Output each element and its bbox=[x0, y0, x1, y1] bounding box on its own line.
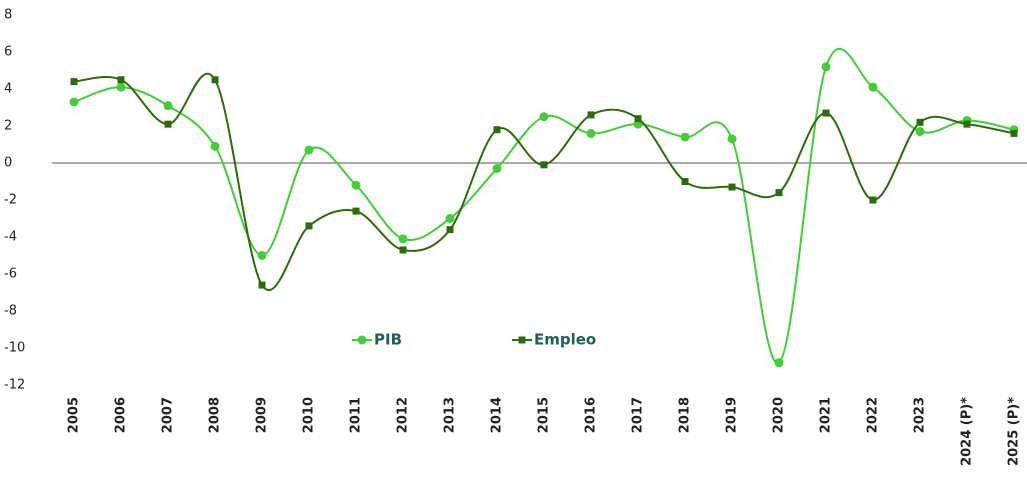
marker bbox=[681, 178, 689, 185]
y-tick-label: 6 bbox=[4, 45, 12, 60]
marker bbox=[492, 164, 502, 174]
x-tick-label: 2015 bbox=[537, 397, 552, 433]
x-tick-label: 2005 bbox=[67, 397, 82, 433]
marker bbox=[69, 97, 79, 107]
marker bbox=[963, 120, 971, 128]
x-tick-label: 2018 bbox=[678, 397, 693, 433]
y-tick-label: -12 bbox=[4, 378, 25, 393]
y-tick-label: -2 bbox=[4, 193, 17, 208]
marker bbox=[445, 214, 455, 223]
marker bbox=[821, 62, 831, 72]
marker bbox=[163, 101, 173, 111]
x-tick-label: 2016 bbox=[584, 397, 599, 433]
marker bbox=[774, 358, 784, 368]
marker bbox=[257, 251, 267, 260]
x-tick-label: 2010 bbox=[302, 397, 317, 433]
legend-marker bbox=[518, 336, 526, 344]
marker bbox=[775, 189, 783, 197]
marker bbox=[539, 112, 549, 122]
y-tick-label: 4 bbox=[4, 82, 12, 97]
marker bbox=[210, 141, 220, 151]
y-tick-label: 0 bbox=[4, 156, 12, 171]
marker bbox=[728, 183, 736, 191]
x-tick-label: 2011 bbox=[349, 397, 364, 433]
marker bbox=[727, 134, 737, 144]
x-tick-label: 2017 bbox=[631, 397, 646, 433]
x-tick-label: 2022 bbox=[866, 397, 881, 433]
y-tick-label: -8 bbox=[4, 304, 17, 319]
legend-marker bbox=[357, 335, 367, 345]
x-tick-label: 2013 bbox=[443, 397, 458, 433]
marker bbox=[116, 82, 126, 92]
marker bbox=[211, 76, 219, 84]
marker bbox=[493, 126, 501, 134]
x-tick-label: 2024 (P)* bbox=[960, 397, 975, 466]
y-tick-label: -10 bbox=[4, 341, 25, 356]
y-tick-label: -6 bbox=[4, 267, 17, 282]
marker bbox=[164, 120, 172, 128]
marker bbox=[586, 128, 596, 138]
marker bbox=[587, 111, 595, 119]
x-tick-label: 2009 bbox=[255, 397, 270, 433]
marker bbox=[680, 132, 690, 142]
series-line bbox=[73, 48, 1015, 364]
marker bbox=[446, 226, 454, 234]
x-tick-label: 2020 bbox=[772, 397, 787, 433]
marker bbox=[398, 234, 408, 244]
marker bbox=[916, 118, 924, 126]
marker bbox=[117, 76, 125, 84]
marker bbox=[304, 145, 314, 155]
marker bbox=[634, 115, 642, 123]
marker bbox=[915, 127, 925, 137]
x-tick-label: 2012 bbox=[396, 397, 411, 433]
x-tick-label: 2019 bbox=[725, 397, 740, 433]
y-tick-label: 2 bbox=[4, 119, 12, 134]
marker bbox=[822, 109, 830, 117]
x-tick-label: 2008 bbox=[208, 397, 223, 433]
marker bbox=[70, 78, 78, 86]
marker bbox=[868, 82, 878, 92]
marker bbox=[540, 161, 548, 169]
y-tick-label: -4 bbox=[4, 230, 17, 245]
x-tick-label: 2006 bbox=[114, 397, 129, 433]
marker bbox=[305, 222, 313, 230]
marker bbox=[258, 281, 266, 289]
x-tick-label: 2014 bbox=[490, 397, 505, 433]
x-tick-label: 2021 bbox=[819, 397, 834, 433]
x-tick-label: 2025 (P)* bbox=[1007, 397, 1022, 466]
marker bbox=[1010, 129, 1018, 137]
x-tick-label: 2007 bbox=[161, 397, 176, 433]
marker bbox=[352, 207, 360, 215]
marker bbox=[869, 196, 877, 204]
legend-label: Empleo bbox=[534, 331, 596, 349]
series-line bbox=[73, 72, 1015, 292]
marker bbox=[399, 246, 407, 254]
marker bbox=[351, 180, 361, 190]
y-tick-label: 8 bbox=[4, 8, 12, 23]
legend-label: PIB bbox=[374, 331, 402, 349]
x-tick-label: 2023 bbox=[913, 397, 928, 433]
